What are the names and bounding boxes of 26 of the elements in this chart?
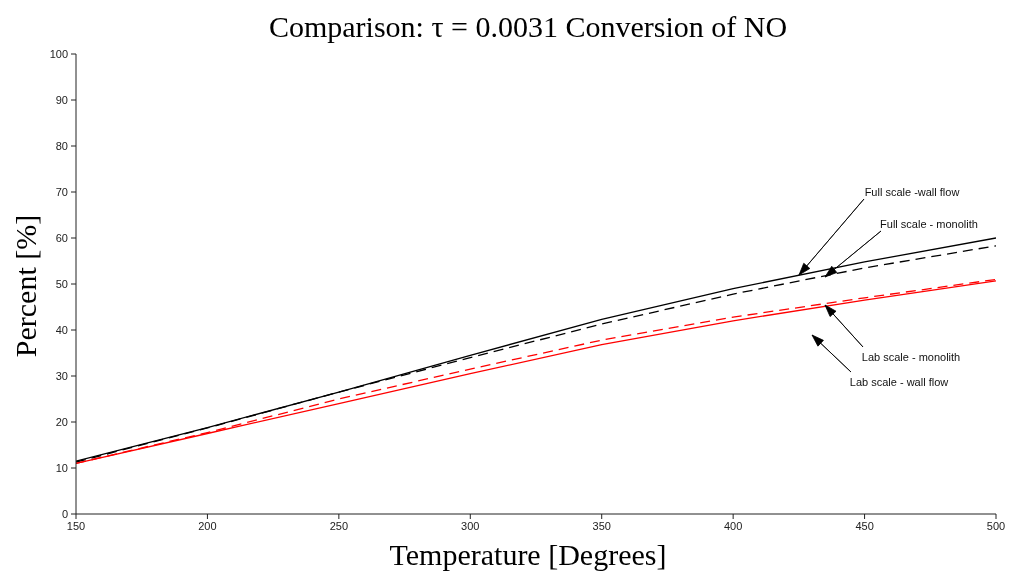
y-tick-label: 70 <box>55 185 68 198</box>
annotation: Full scale - monolith <box>880 218 978 230</box>
y-tick-label: 100 <box>49 47 68 60</box>
x-tick-label: 400 <box>723 519 743 532</box>
y-tick-label: 60 <box>55 231 68 244</box>
x-tick-label: 200 <box>198 519 217 532</box>
x-axis-title: Temperature [Degrees] <box>388 538 668 572</box>
y-tick-label: 80 <box>55 139 68 152</box>
x-tick-label: 250 <box>329 519 349 532</box>
y-tick-label: 10 <box>55 461 68 474</box>
x-tick-label: 450 <box>855 519 874 532</box>
y-tick-label: 20 <box>55 415 68 428</box>
y-tick-label: 0 <box>61 507 68 520</box>
y-axis-title: Percent [%] <box>8 213 43 360</box>
y-tick-label: 90 <box>55 93 68 106</box>
x-tick-label: 300 <box>461 519 480 532</box>
y-tick-label: 30 <box>55 369 68 382</box>
y-tick-label: 40 <box>55 323 68 336</box>
annotation: Lab scale - monolith <box>861 351 961 363</box>
x-tick-label: 150 <box>66 519 86 532</box>
annotation: Lab scale - wall flow <box>849 376 949 388</box>
annotation: Full scale -wall flow <box>864 186 960 198</box>
chart-title: Comparison: τ = 0.0031 Conversion of NO <box>267 9 789 45</box>
x-tick-label: 350 <box>592 519 611 532</box>
y-tick-label: 50 <box>55 277 68 290</box>
x-tick-label: 500 <box>986 519 1006 532</box>
